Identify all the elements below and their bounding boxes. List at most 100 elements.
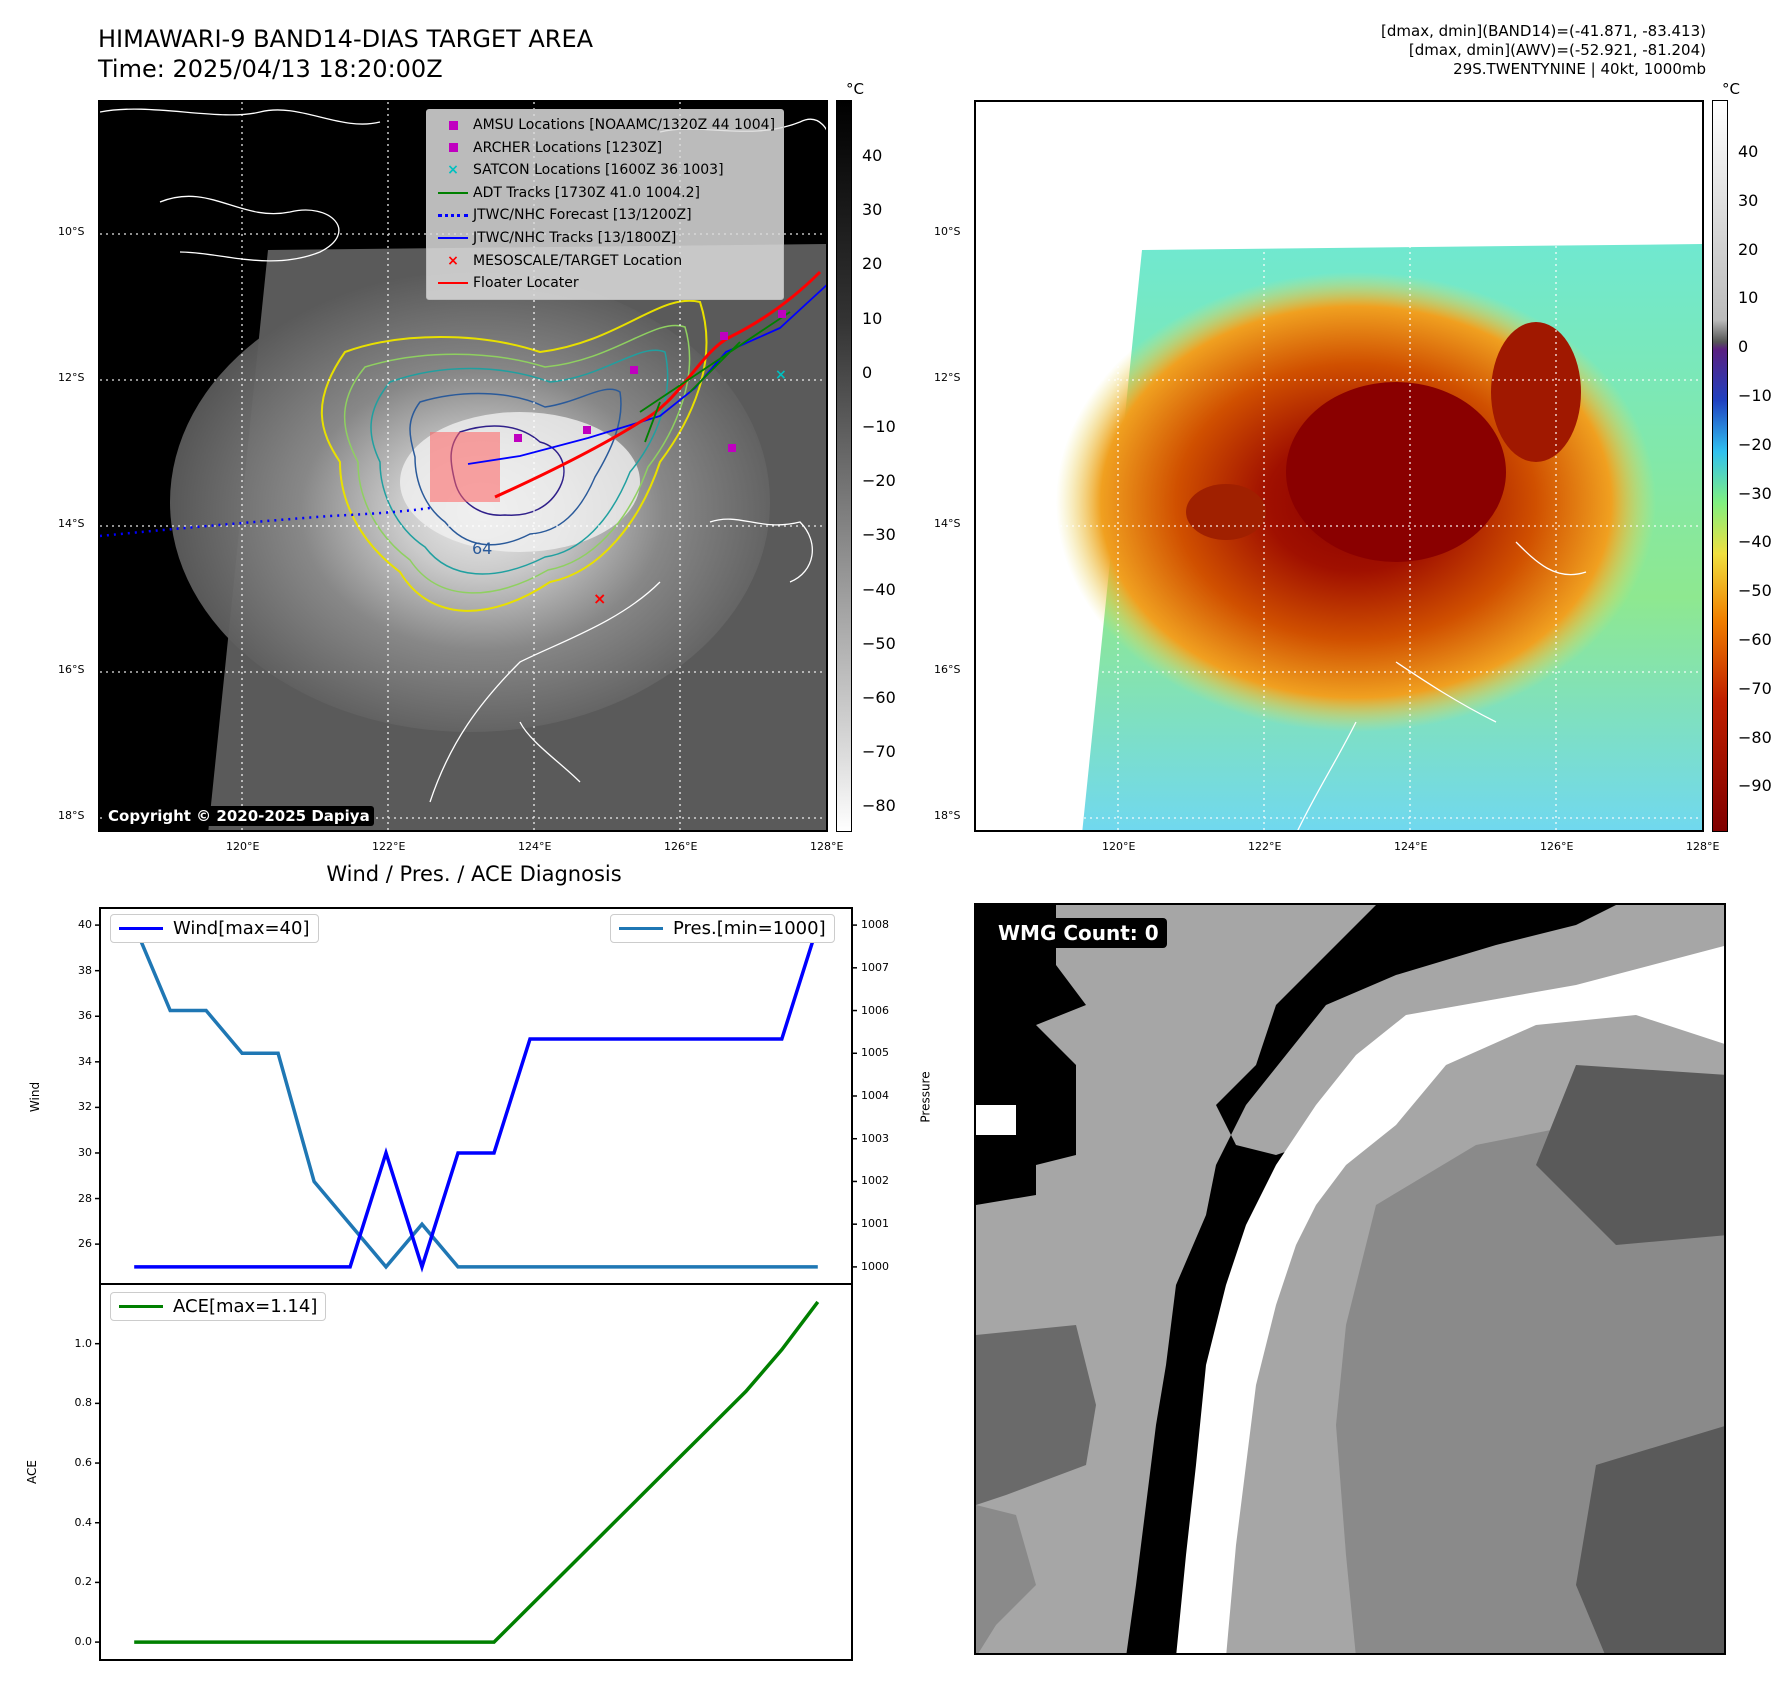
ace-tick-label: 0.0 (74, 1635, 93, 1649)
ace-tick-label: 0.6 (74, 1456, 93, 1470)
legend-floater: Floater Locater (433, 272, 775, 295)
lat-label: 12°S (934, 371, 961, 384)
wind-tick-label: 32 (78, 1100, 92, 1114)
lon-label: 126°E (1540, 840, 1574, 853)
gray-colorbar-tick-label: 0 (862, 362, 873, 382)
wind-legend: Wind[max=40] (110, 914, 319, 943)
lon-label: 122°E (1248, 840, 1282, 853)
gray-colorbar-tick-label: −50 (862, 633, 896, 653)
lon-label: 126°E (664, 840, 698, 853)
pressure-tick-label: 1008 (861, 918, 889, 932)
legend-target: × MESOSCALE/TARGET Location (447, 252, 683, 269)
pressure-tick-label: 1005 (861, 1046, 889, 1060)
lon-label: 124°E (518, 840, 552, 853)
wmg-count-badge: WMG Count: 0 (990, 918, 1167, 948)
ace-axes (99, 1283, 853, 1661)
color-colorbar-tick-label: 30 (1738, 190, 1759, 210)
color-colorbar-tick-label: 10 (1738, 288, 1759, 308)
gray-colorbar (836, 100, 852, 832)
pres-legend: Pres.[min=1000] (610, 914, 835, 943)
lat-label: 18°S (934, 809, 961, 822)
color-colorbar (1712, 100, 1728, 832)
legend-amsu: AMSU Locations [NOAAMC/1320Z 44 1004] (433, 114, 775, 137)
gray-colorbar-tick-label: −30 (862, 525, 896, 545)
colorbar-unit: °C (1722, 80, 1740, 98)
wind-axis-title: Wind (28, 1081, 43, 1113)
target-area-box (430, 432, 500, 502)
ace-tick-label: 0.4 (74, 1515, 93, 1529)
stats-block: [dmax, dmin](BAND14)=(-41.871, -83.413) … (1381, 22, 1706, 79)
colorbar-unit: °C (846, 80, 864, 98)
pressure-series-line (132, 924, 818, 1270)
gray-colorbar-tick-label: −70 (862, 742, 896, 762)
wmg-panel (974, 903, 1726, 1655)
lat-label: 16°S (934, 663, 961, 676)
pressure-tick-label: 1006 (861, 1003, 889, 1017)
ace-tick-label: 0.2 (74, 1575, 93, 1589)
wind-tick-label: 26 (78, 1237, 92, 1251)
awv-map-panel (974, 100, 1704, 832)
gray-colorbar-tick-label: 10 (862, 308, 883, 328)
lat-label: 18°S (58, 809, 85, 822)
lat-label: 16°S (58, 663, 85, 676)
lat-label: 10°S (58, 225, 85, 238)
pressure-tick-label: 1002 (861, 1174, 889, 1188)
lat-label: 12°S (58, 371, 85, 384)
ace-legend: ACE[max=1.14] (110, 1292, 327, 1321)
legend-forecast: JTWC/NHC Forecast [13/1200Z] (433, 204, 775, 227)
gray-colorbar-tick-label: −40 (862, 579, 896, 599)
ace-tick-label: 0.8 (74, 1396, 93, 1410)
legend-archer: ARCHER Locations [1230Z] (433, 137, 775, 160)
color-colorbar-tick-label: −50 (1738, 581, 1772, 601)
color-colorbar-tick-label: 40 (1738, 142, 1759, 161)
stats-awv: [dmax, dmin](AWV)=(-52.921, -81.204) (1408, 41, 1706, 59)
lat-label: 14°S (934, 517, 961, 530)
legend-adt: ADT Tracks [1730Z 41.0 1004.2] (433, 182, 775, 205)
color-colorbar-tick-label: −40 (1738, 532, 1772, 552)
stats-band14: [dmax, dmin](BAND14)=(-41.871, -83.413) (1381, 22, 1706, 40)
ace-tick-label: 1.0 (74, 1336, 93, 1350)
ir-map-image: 64 × × (100, 102, 826, 830)
svg-text:×: × (593, 589, 606, 608)
gray-colorbar-tick-label: −80 (862, 796, 896, 816)
color-colorbar-tick-label: −80 (1738, 727, 1772, 747)
legend-tracks: JTWC/NHC Tracks [13/1800Z] (433, 227, 775, 250)
gray-colorbar-tick-label: 30 (862, 200, 883, 220)
svg-text:×: × (775, 367, 787, 383)
lon-label: 120°E (226, 840, 260, 853)
title-line-2: Time: 2025/04/13 18:20:00Z (98, 55, 443, 83)
wind-tick-label: 38 (78, 963, 92, 977)
pressure-tick-label: 1000 (861, 1259, 889, 1273)
copyright-badge: Copyright © 2020-2025 Dapiya (104, 806, 374, 826)
lat-label: 10°S (934, 225, 961, 238)
gray-colorbar-tick-label: −20 (862, 471, 896, 491)
gray-colorbar-tick-label: −60 (862, 688, 896, 707)
wind-tick-label: 34 (78, 1054, 92, 1068)
pressure-tick-label: 1003 (861, 1131, 889, 1145)
storm-info: 29S.TWENTYNINE | 40kt, 1000mb (1453, 60, 1706, 78)
wind-tick-label: 40 (78, 918, 92, 932)
contour-label: 64 (472, 539, 492, 558)
chart-title: HIMAWARI-9 BAND14-DIAS TARGET AREA Time:… (98, 24, 593, 84)
ace-series-line (134, 1300, 820, 1644)
color-colorbar-tick-label: −70 (1738, 678, 1772, 698)
color-colorbar-tick-label: −30 (1738, 483, 1772, 503)
color-colorbar-tick-label: −60 (1738, 630, 1772, 649)
pressure-tick-label: 1004 (861, 1089, 889, 1102)
map-legend: AMSU Locations [NOAAMC/1320Z 44 1004] AR… (426, 109, 785, 300)
lon-label: 124°E (1394, 840, 1428, 853)
color-colorbar-tick-label: −90 (1738, 776, 1772, 796)
lon-label: 128°E (1686, 840, 1720, 853)
wind-tick-label: 36 (78, 1009, 92, 1023)
color-colorbar-tick-label: 0 (1738, 337, 1749, 357)
lon-label: 128°E (810, 840, 844, 853)
gray-colorbar-tick-label: 20 (862, 254, 883, 274)
wmg-image (976, 905, 1724, 1653)
pressure-axis-title: Pressure (918, 1071, 933, 1123)
lat-label: 14°S (58, 517, 85, 530)
wind-pressure-axes (99, 907, 853, 1285)
gray-colorbar-tick-label: 40 (862, 146, 883, 165)
gray-colorbar-tick-label: −10 (862, 417, 896, 436)
wind-tick-label: 30 (78, 1145, 92, 1159)
